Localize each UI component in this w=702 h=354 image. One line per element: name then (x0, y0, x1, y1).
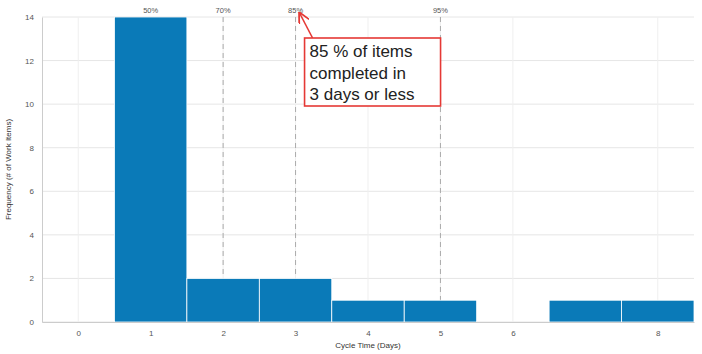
grid-line (78, 17, 79, 322)
tick: 4 (366, 322, 371, 338)
annotation: 85 % of items completed in 3 days or less (300, 13, 441, 106)
tick-label: 5 (439, 329, 444, 338)
bar (259, 278, 331, 322)
grid-line (295, 17, 296, 322)
tick: 12 (25, 57, 42, 66)
percentile-label: 95% (433, 6, 448, 15)
tick-label: 14 (25, 13, 34, 22)
tick: 8 (30, 144, 42, 153)
tick-label: 12 (25, 57, 34, 66)
x-axis: 0 1 2 3 4 5 6 8 (43, 322, 695, 338)
tick: 10 (25, 100, 42, 109)
tick-label: 0 (30, 318, 35, 327)
bar (477, 322, 549, 323)
tick-label: 3 (294, 329, 299, 338)
percentile-line (295, 17, 296, 322)
marks (114, 17, 694, 322)
annotation-arrow (300, 13, 313, 38)
annotation-text: 3 days or less (310, 85, 415, 104)
tick-label: 2 (221, 329, 226, 338)
plot: 012345680246810121450%70%85%95% (25, 6, 694, 338)
tick-label: 6 (30, 187, 35, 196)
tick-label: 8 (656, 329, 661, 338)
tick: 1 (149, 322, 154, 338)
bar (114, 17, 186, 322)
tick: 0 (76, 322, 81, 338)
tick: 4 (30, 231, 42, 240)
tick: 8 (656, 322, 661, 338)
bar (549, 300, 621, 322)
annotation-box (305, 38, 441, 106)
tick: 3 (294, 322, 299, 338)
tick-label: 6 (511, 329, 516, 338)
bar (187, 278, 259, 322)
chart: 012345680246810121450%70%85%95%Cycle Tim… (0, 0, 702, 354)
tick-label: 8 (30, 144, 35, 153)
tick-label: 4 (366, 329, 371, 338)
axis-line (42, 18, 43, 323)
y-axis: 0 2 4 6 8 10 12 14 (25, 13, 42, 327)
tick: 2 (30, 274, 42, 283)
x-axis-title: Cycle Time (Days) (335, 341, 401, 350)
tick: 14 (25, 13, 42, 22)
annotation-text: 85 % of items (310, 42, 413, 61)
tick: 6 (511, 322, 516, 338)
grid (42, 17, 694, 322)
grid-line (657, 17, 658, 322)
tick: 2 (221, 322, 226, 338)
percentile-label: 50% (143, 6, 158, 15)
percentile-line (223, 17, 224, 322)
percentile-label: 85% (288, 6, 303, 15)
tick-label: 2 (30, 274, 35, 283)
bar (404, 300, 476, 322)
grid-line (512, 17, 513, 322)
bar (332, 300, 404, 322)
tick-label: 4 (30, 231, 35, 240)
grid-line (223, 17, 224, 322)
annotation-text: completed in (310, 64, 406, 83)
y-axis-title: Frequency (# of Work Items) (4, 119, 13, 221)
axis-line (43, 322, 695, 323)
bar (622, 300, 694, 322)
tick-label: 1 (149, 329, 154, 338)
tick: 0 (30, 318, 42, 327)
tick-label: 0 (76, 329, 81, 338)
tick: 6 (30, 187, 42, 196)
tick-label: 10 (25, 100, 34, 109)
percentile-label: 70% (216, 6, 231, 15)
tick: 5 (439, 322, 444, 338)
